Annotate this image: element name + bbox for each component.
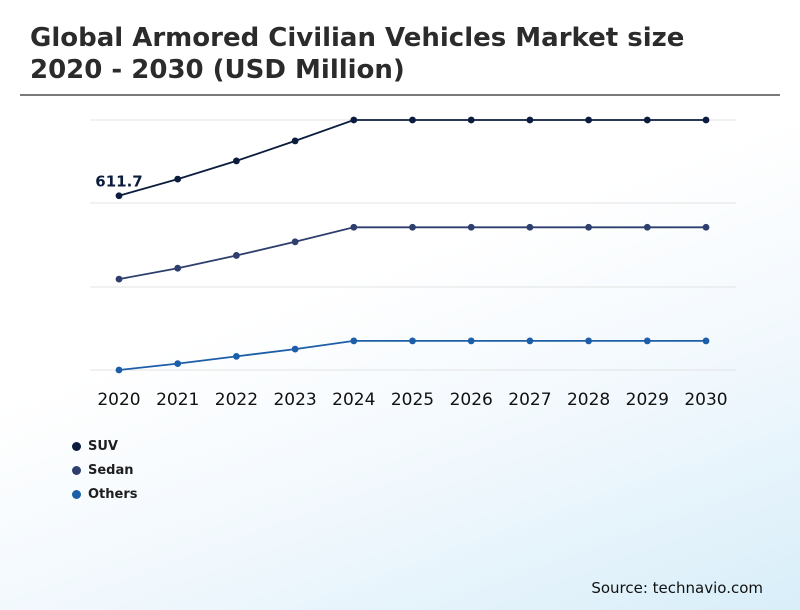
data-point-suv-2029: [643, 116, 651, 124]
legend-item-others: Others: [72, 482, 138, 506]
x-tick-label-2022: 2022: [215, 390, 258, 410]
data-point-sedan-2024: [350, 223, 358, 231]
data-point-sedan-2026: [467, 223, 475, 231]
x-tick-label-2024: 2024: [332, 390, 375, 410]
x-tick-label-2030: 2030: [684, 390, 727, 410]
gridlines: [90, 119, 736, 371]
data-point-suv-2022: [233, 157, 240, 165]
data-point-others-2023: [291, 345, 299, 353]
legend-item-sedan: Sedan: [72, 458, 138, 482]
data-point-sedan-2022: [233, 252, 240, 259]
annotations: 611.7: [95, 173, 142, 191]
data-point-others-2028: [585, 337, 592, 345]
x-tick-label-2026: 2026: [450, 390, 493, 410]
source-label: Source: technavio.com: [591, 579, 763, 597]
data-point-others-2026: [467, 337, 475, 345]
data-point-others-2022: [233, 352, 240, 360]
data-point-sedan-2028: [585, 223, 592, 231]
data-points: [115, 116, 710, 374]
series-line-suv: [118, 119, 706, 197]
data-point-others-2029: [643, 337, 651, 345]
data-point-others-2021: [174, 360, 182, 368]
x-tick-label-2027: 2027: [508, 390, 551, 410]
data-point-others-2030: [702, 337, 710, 345]
data-point-sedan-2023: [291, 238, 299, 246]
data-point-suv-2025: [409, 116, 416, 124]
legend-marker-icon: [72, 489, 81, 499]
data-point-suv-2021: [174, 175, 182, 183]
legend: SUV Sedan Others: [72, 434, 138, 506]
data-point-suv-2020: [115, 192, 123, 200]
data-point-sedan-2030: [702, 223, 710, 231]
data-point-suv-2024: [350, 116, 358, 124]
legend-label: Others: [88, 486, 138, 502]
series-line-sedan: [118, 226, 706, 280]
x-tick-label-2023: 2023: [273, 390, 316, 410]
series-line-others: [118, 339, 706, 371]
legend-label: SUV: [88, 438, 118, 454]
data-point-sedan-2020: [115, 275, 123, 283]
title-divider: [20, 94, 780, 96]
data-point-suv-2030: [702, 116, 710, 124]
data-point-sedan-2021: [174, 264, 182, 272]
data-point-sedan-2025: [409, 223, 416, 231]
data-point-suv-2026: [467, 116, 475, 124]
data-point-suv-2027: [526, 116, 534, 124]
x-tick-label-2020: 2020: [97, 390, 140, 410]
data-point-others-2024: [350, 337, 358, 345]
legend-item-suv: SUV: [72, 434, 138, 458]
x-tick-label-2029: 2029: [626, 390, 669, 410]
data-point-others-2027: [526, 337, 534, 345]
data-point-suv-2023: [291, 137, 299, 145]
data-point-sedan-2029: [643, 223, 651, 231]
legend-label: Sedan: [88, 462, 134, 478]
data-label-0: 611.7: [95, 173, 142, 191]
x-tick-label-2021: 2021: [156, 390, 199, 410]
legend-marker-icon: [72, 441, 81, 451]
chart-title: Global Armored Civilian Vehicles Market …: [30, 23, 685, 85]
x-axis-ticks: 2020 2021 2022 2023 2024 2025 2026 2027 2028 2029…: [97, 390, 727, 410]
series-lines: [118, 119, 706, 371]
data-point-others-2025: [409, 337, 416, 345]
x-tick-label-2025: 2025: [391, 390, 434, 410]
legend-marker-icon: [72, 465, 81, 475]
data-point-suv-2028: [585, 116, 592, 124]
x-tick-label-2028: 2028: [567, 390, 610, 410]
data-point-sedan-2027: [526, 223, 534, 231]
data-point-others-2020: [115, 366, 123, 374]
